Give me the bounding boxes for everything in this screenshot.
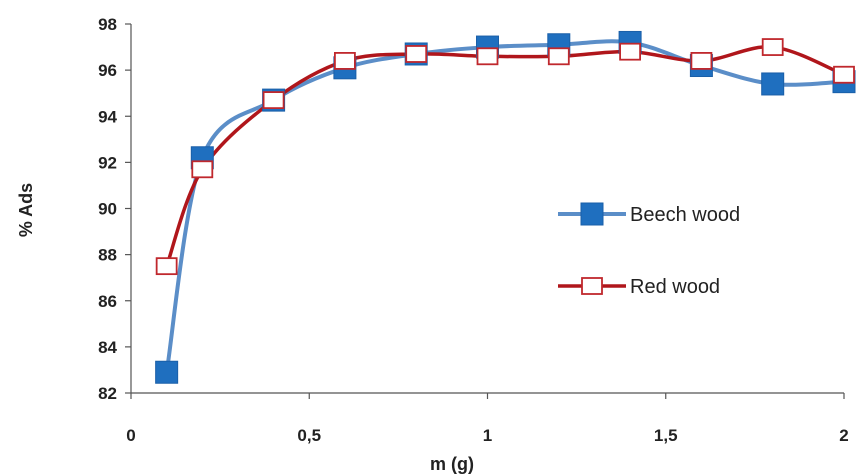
legend-label-beech-wood: Beech wood <box>630 204 740 226</box>
data-point-red-wood <box>262 91 285 110</box>
y-tick-label: 90 <box>98 200 117 219</box>
legend-label-red-wood: Red wood <box>630 276 720 298</box>
legend-marker-red-wood <box>581 277 603 295</box>
plot-area: 82 84 86 88 90 92 94 96 98 0 0,5 1 1,5 2 Beech wood Red… <box>98 15 856 445</box>
y-axis-title: % Ads <box>16 183 36 237</box>
data-point-red-wood <box>333 52 356 70</box>
x-tick-label: 0 <box>126 426 135 445</box>
y-tick-label: 84 <box>98 338 117 357</box>
y-tick-label: 92 <box>98 153 117 172</box>
series-line-red-wood <box>165 45 845 267</box>
y-tick-label: 98 <box>98 15 117 34</box>
x-axis-title: m (g) <box>430 454 474 474</box>
data-point-red-wood <box>191 160 214 179</box>
y-tick-label: 88 <box>98 246 117 265</box>
y-tick-label: 86 <box>98 292 117 311</box>
data-point-beech-wood <box>761 72 785 96</box>
data-point-red-wood <box>690 52 713 70</box>
x-tick-label: 1,5 <box>654 426 678 445</box>
data-point-red-wood <box>833 65 855 84</box>
data-point-red-wood <box>155 257 178 276</box>
x-tick-label: 2 <box>839 426 848 445</box>
y-tick-label: 82 <box>98 384 117 403</box>
x-tick-label: 0,5 <box>297 426 321 445</box>
data-point-red-wood <box>619 42 641 61</box>
y-tick-label: 96 <box>98 61 117 80</box>
data-point-red-wood <box>761 38 784 56</box>
y-tick-label: 94 <box>98 107 117 126</box>
data-point-beech-wood <box>155 360 179 384</box>
legend-marker-beech-wood <box>580 202 604 226</box>
data-point-red-wood <box>476 47 499 66</box>
x-tick-label: 1 <box>483 426 492 445</box>
data-point-red-wood <box>547 47 570 66</box>
data-point-red-wood <box>405 45 428 63</box>
